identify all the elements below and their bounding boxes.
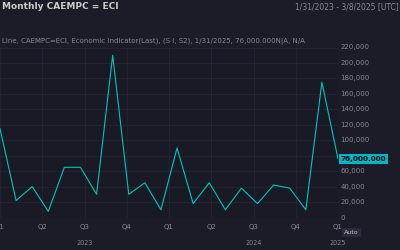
Text: Q1: Q1 bbox=[0, 224, 5, 230]
Text: Q2: Q2 bbox=[206, 224, 216, 230]
Text: 160,000: 160,000 bbox=[340, 91, 370, 97]
Text: 1/31/2023 - 3/8/2025 [UTC]: 1/31/2023 - 3/8/2025 [UTC] bbox=[296, 2, 399, 11]
Text: Q4: Q4 bbox=[291, 224, 301, 230]
Text: 2025: 2025 bbox=[330, 240, 346, 246]
Text: 120,000: 120,000 bbox=[340, 122, 370, 128]
Text: Auto: Auto bbox=[344, 230, 359, 234]
Text: 60,000: 60,000 bbox=[340, 168, 365, 174]
Text: 220,000: 220,000 bbox=[340, 44, 370, 51]
Text: 0: 0 bbox=[340, 214, 345, 220]
Text: Q3: Q3 bbox=[248, 224, 258, 230]
Text: 2024: 2024 bbox=[245, 240, 262, 246]
Text: 40,000: 40,000 bbox=[340, 184, 365, 190]
Text: 100,000: 100,000 bbox=[340, 137, 370, 143]
Text: 76,000.000: 76,000.000 bbox=[340, 156, 386, 162]
Text: 140,000: 140,000 bbox=[340, 106, 370, 112]
Text: 2023: 2023 bbox=[76, 240, 93, 246]
Text: Q2: Q2 bbox=[37, 224, 47, 230]
Text: 200,000: 200,000 bbox=[340, 60, 370, 66]
Text: 180,000: 180,000 bbox=[340, 76, 370, 82]
Text: Q4: Q4 bbox=[122, 224, 132, 230]
Text: Q1: Q1 bbox=[333, 224, 343, 230]
Text: Monthly CAEMPC = ECI: Monthly CAEMPC = ECI bbox=[2, 2, 119, 11]
Text: Q1: Q1 bbox=[164, 224, 174, 230]
Text: Q3: Q3 bbox=[80, 224, 90, 230]
Text: 20,000: 20,000 bbox=[340, 199, 365, 205]
Text: Line, CAEMPC=ECI, Economic Indicator(Last), (S I, S2), 1/31/2025, 76,000.000N|A,: Line, CAEMPC=ECI, Economic Indicator(Las… bbox=[2, 38, 304, 45]
